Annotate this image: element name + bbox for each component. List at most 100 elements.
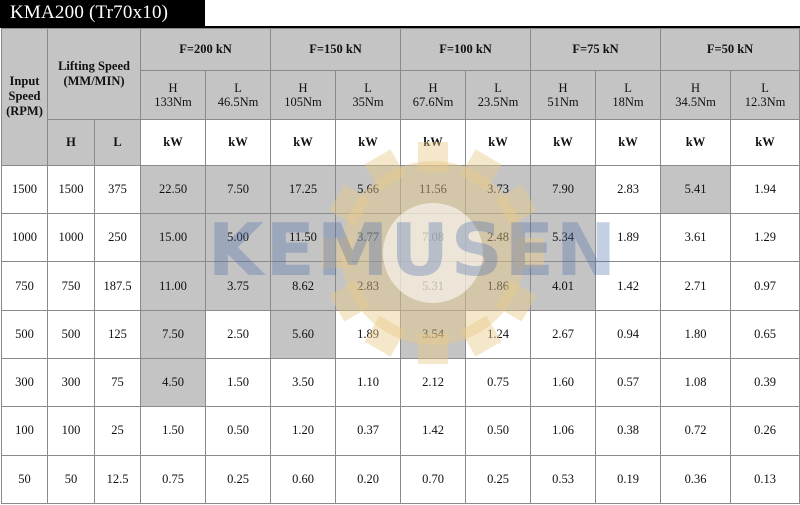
power-cell: 0.25 [465,454,532,505]
lifting-speed-h-header: H [47,118,95,166]
power-cell: 0.97 [730,261,800,311]
power-cell: 5.00 [205,213,272,263]
table-row: 1500 1500 375 22.50 7.50 17.25 5.66 11.56 3.73 7.… [1,164,800,215]
torque-mode-label: L [234,80,242,95]
power-cell: 0.50 [465,406,532,456]
torque-header-h: H 67.6Nm [400,70,467,120]
unit-header: kW [205,118,272,166]
lifting-speed-header: Lifting Speed (MM/MIN) [46,28,142,120]
torque-mode-label: L [624,80,632,95]
power-cell: 1.20 [270,406,337,456]
power-cell: 1.94 [730,164,800,215]
torque-header-l: L 12.3Nm [730,70,800,120]
unit-header: kW [465,118,532,166]
table-row: 50 50 12.5 0.75 0.25 0.60 0.20 0.70 0.25 0.53 0.19… [1,454,800,505]
torque-header-l: L 35Nm [335,70,402,120]
torque-value: 34.5Nm [675,94,716,109]
lifting-speed-h-cell: 500 [47,309,95,360]
lifting-speed-l-cell: 375 [93,164,142,215]
power-cell: 0.13 [730,454,800,505]
title-divider [0,26,800,28]
power-cell: 2.67 [530,309,597,360]
unit-header: kW [335,118,402,166]
power-cell: 2.50 [205,309,272,360]
power-cell: 5.34 [530,213,597,263]
power-cell: 7.90 [530,164,597,215]
load-header: F=50 kN [660,27,800,72]
table-row: 300 300 75 4.50 1.50 3.50 1.10 2.12 0.75 1.60 0.57… [1,358,800,408]
torque-value: 133Nm [154,94,192,109]
unit-header: kW [530,118,597,166]
power-cell: 0.36 [660,454,732,505]
power-cell: 0.65 [730,309,800,360]
torque-mode-label: H [428,80,438,95]
lifting-speed-h-cell: 1500 [47,164,95,215]
power-cell: 0.38 [595,406,662,456]
power-cell: 3.75 [205,261,272,311]
power-cell: 0.94 [595,309,662,360]
lifting-speed-l-header: L [93,118,142,166]
power-cell: 0.70 [400,454,467,505]
power-cell: 15.00 [140,213,207,263]
power-spec-table: Input Speed (RPM) Lifting Speed (MM/MIN)… [1,27,800,505]
input-speed-cell: 1000 [1,213,48,263]
power-cell: 5.41 [660,164,732,215]
lifting-speed-l-cell: 250 [93,213,142,263]
power-cell: 4.01 [530,261,597,311]
load-header: F=200 kN [140,27,272,72]
torque-mode-label: H [691,80,701,95]
lifting-speed-l-cell: 12.5 [93,454,142,505]
power-cell: 1.06 [530,406,597,456]
power-cell: 0.25 [205,454,272,505]
table-row: 750 750 187.5 11.00 3.75 8.62 2.83 5.31 1.86 4.01… [1,261,800,311]
lifting-speed-h-cell: 750 [47,261,95,311]
torque-value: 46.5Nm [217,94,259,109]
unit-header: kW [400,118,467,166]
torque-value: 105Nm [284,94,322,109]
power-cell: 2.12 [400,358,467,408]
torque-value: 23.5Nm [477,94,519,109]
power-cell: 1.42 [595,261,662,311]
power-cell: 2.48 [465,213,532,263]
power-cell: 3.73 [465,164,532,215]
table-row: 100 100 25 1.50 0.50 1.20 0.37 1.42 0.50 1.06 0.38… [1,406,800,456]
torque-value: 12.3Nm [744,94,786,109]
power-cell: 0.57 [595,358,662,408]
power-cell: 3.61 [660,213,732,263]
power-cell: 1.89 [595,213,662,263]
torque-value: 35Nm [352,94,384,109]
torque-header-h: H 34.5Nm [660,70,732,120]
torque-header-h: H 51Nm [530,70,597,120]
power-cell: 1.89 [335,309,402,360]
power-cell: 2.83 [595,164,662,215]
power-cell: 1.24 [465,309,532,360]
power-cell: 0.75 [140,454,207,505]
power-cell: 0.75 [465,358,532,408]
input-speed-cell: 750 [1,261,48,311]
power-cell: 7.08 [400,213,467,263]
table-title: KMA200 (Tr70x10) [0,0,205,26]
input-speed-cell: 100 [1,406,48,456]
power-cell: 0.50 [205,406,272,456]
unit-header: kW [270,118,337,166]
lifting-speed-h-cell: 300 [47,358,95,408]
torque-mode-label: L [494,80,502,95]
load-header: F=75 kN [530,27,662,72]
power-cell: 1.80 [660,309,732,360]
power-cell: 0.19 [595,454,662,505]
unit-header: kW [595,118,662,166]
load-header: F=150 kN [270,27,402,72]
unit-header: kW [730,118,800,166]
power-cell: 1.29 [730,213,800,263]
power-cell: 0.37 [335,406,402,456]
torque-value: 51Nm [547,94,579,109]
input-speed-cell: 50 [1,454,48,505]
torque-mode-label: L [761,80,769,95]
power-cell: 0.26 [730,406,800,456]
power-cell: 5.66 [335,164,402,215]
lifting-speed-h-cell: 1000 [47,213,95,263]
torque-mode-label: H [168,80,178,95]
power-cell: 17.25 [270,164,337,215]
power-cell: 1.10 [335,358,402,408]
power-cell: 3.77 [335,213,402,263]
